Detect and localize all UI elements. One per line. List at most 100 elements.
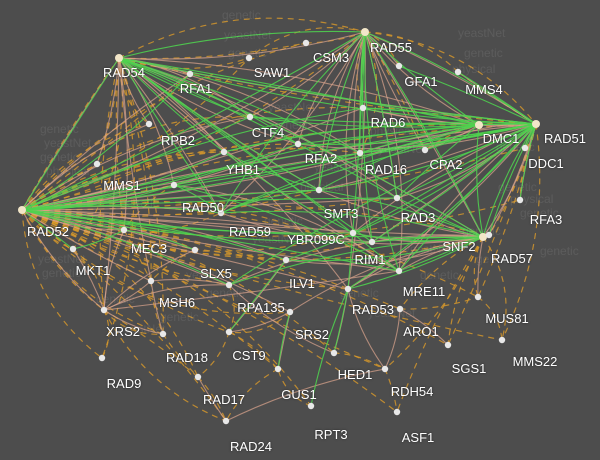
node-sgs1[interactable] — [444, 341, 452, 349]
node-msh6[interactable] — [147, 277, 155, 285]
node-label-rpb2[interactable]: RPB2 — [161, 133, 195, 148]
node-rad53[interactable] — [344, 285, 352, 293]
node-label-rim1[interactable]: RIM1 — [354, 252, 386, 267]
node-label-sgs1[interactable]: SGS1 — [451, 361, 487, 376]
node-label-mms4[interactable]: MMS4 — [465, 82, 503, 97]
node-label-rad18[interactable]: RAD18 — [166, 350, 208, 365]
node-snf2[interactable] — [479, 233, 487, 241]
node-label-rfa1[interactable]: RFA1 — [179, 81, 213, 96]
node-label-rad24[interactable]: RAD24 — [230, 439, 272, 454]
node-yhb1[interactable] — [220, 148, 228, 156]
node-slx5[interactable] — [191, 246, 199, 254]
node-label-msh6[interactable]: MSH6 — [158, 295, 196, 310]
node-rad9[interactable] — [98, 354, 106, 362]
node-label-mms22[interactable]: MMS22 — [512, 354, 558, 369]
node-ddc1[interactable] — [521, 144, 529, 152]
node-mms1[interactable] — [93, 160, 101, 168]
node-label-ctf4[interactable]: CTF4 — [251, 125, 285, 140]
node-smt3[interactable] — [315, 186, 323, 194]
node-label-smt3[interactable]: SMT3 — [323, 206, 359, 221]
node-label-cpa2[interactable]: CPA2 — [429, 157, 463, 172]
node-rpb2[interactable] — [145, 120, 153, 128]
node-label-saw1[interactable]: SAW1 — [253, 65, 291, 80]
node-label-slx5[interactable]: SLX5 — [200, 266, 232, 281]
node-label-rad55[interactable]: RAD55 — [370, 40, 412, 55]
node-label-rad16[interactable]: RAD16 — [365, 162, 407, 177]
node-label-rad6[interactable]: RAD6 — [370, 115, 406, 130]
node-mus81[interactable] — [474, 293, 482, 301]
node-aro1[interactable] — [396, 305, 404, 313]
node-mre11[interactable] — [395, 267, 403, 275]
node-rad17[interactable] — [194, 373, 202, 381]
node-ctf4[interactable] — [246, 113, 254, 121]
node-rdh54[interactable] — [381, 365, 389, 373]
node-rad50[interactable] — [170, 181, 178, 189]
node-dmc1[interactable] — [475, 121, 483, 129]
node-label-rad59[interactable]: RAD59 — [229, 224, 271, 239]
node-rad59[interactable] — [217, 209, 225, 217]
node-label-mus81[interactable]: MUS81 — [485, 311, 529, 326]
node-label-rad57[interactable]: RAD57 — [491, 251, 533, 266]
node-rad54[interactable] — [115, 54, 123, 62]
node-csm3[interactable] — [302, 39, 310, 47]
node-label-asf1[interactable]: ASF1 — [401, 430, 435, 445]
node-rpa135[interactable] — [225, 281, 233, 289]
node-label-rad3[interactable]: RAD3 — [400, 210, 436, 225]
node-label-mkt1[interactable]: MKT1 — [75, 263, 111, 278]
node-label-ilv1[interactable]: ILV1 — [289, 276, 315, 291]
node-label-gus1[interactable]: GUS1 — [281, 387, 317, 402]
node-label-xrs2[interactable]: XRS2 — [106, 324, 140, 339]
node-label-cst9[interactable]: CST9 — [232, 348, 266, 363]
node-mec3[interactable] — [120, 226, 128, 234]
node-rad24[interactable] — [222, 417, 230, 425]
node-label-mec3[interactable]: MEC3 — [130, 241, 168, 256]
node-rad18[interactable] — [159, 330, 167, 338]
node-rad57[interactable] — [485, 231, 493, 239]
node-label-rad53[interactable]: RAD53 — [352, 302, 394, 317]
node-mms22[interactable] — [498, 336, 506, 344]
node-srs2[interactable] — [286, 308, 294, 316]
node-rpt3[interactable] — [307, 402, 315, 410]
node-label-mms1[interactable]: MMS1 — [103, 178, 141, 193]
node-label-ybr099c[interactable]: YBR099C — [287, 232, 345, 247]
node-label-rad54[interactable]: RAD54 — [103, 65, 145, 80]
node-label-rad17[interactable]: RAD17 — [203, 392, 245, 407]
node-ilv1[interactable] — [282, 256, 290, 264]
node-gfa1[interactable] — [395, 62, 403, 70]
node-cst9[interactable] — [225, 328, 233, 336]
node-label-ddc1[interactable]: DDC1 — [528, 156, 564, 171]
node-label-rpt3[interactable]: RPT3 — [314, 427, 348, 442]
node-saw1[interactable] — [245, 54, 253, 62]
node-rad6[interactable] — [359, 104, 367, 112]
node-rad55[interactable] — [361, 28, 369, 36]
node-label-rad9[interactable]: RAD9 — [106, 376, 142, 391]
node-rim1[interactable] — [368, 238, 376, 246]
node-label-rad52[interactable]: RAD52 — [27, 224, 69, 239]
node-label-mre11[interactable]: MRE11 — [402, 284, 446, 299]
node-rad16[interactable] — [356, 149, 364, 157]
node-label-csm3[interactable]: CSM3 — [312, 50, 350, 65]
node-label-aro1[interactable]: ARO1 — [403, 324, 439, 339]
node-label-hed1[interactable]: HED1 — [337, 367, 373, 382]
node-hed1[interactable] — [330, 349, 338, 357]
node-label-snf2[interactable]: SNF2 — [442, 239, 476, 254]
node-mms4[interactable] — [454, 68, 462, 76]
node-asf1[interactable] — [393, 408, 401, 416]
node-rad52[interactable] — [18, 206, 26, 214]
node-label-dmc1[interactable]: DMC1 — [482, 131, 520, 146]
node-rfa1[interactable] — [186, 70, 194, 78]
node-mkt1[interactable] — [69, 245, 77, 253]
node-rfa3[interactable] — [516, 196, 524, 204]
node-label-yhb1[interactable]: YHB1 — [226, 162, 260, 177]
node-rfa2[interactable] — [294, 140, 302, 148]
node-label-rdh54[interactable]: RDH54 — [390, 384, 434, 399]
node-label-rpa135[interactable]: RPA135 — [237, 300, 285, 315]
node-xrs2[interactable] — [100, 306, 108, 314]
node-label-rfa3[interactable]: RFA3 — [529, 212, 563, 227]
node-label-srs2[interactable]: SRS2 — [295, 327, 329, 342]
node-ybr099c[interactable] — [349, 229, 357, 237]
node-gus1[interactable] — [274, 365, 282, 373]
node-label-rad51[interactable]: RAD51 — [544, 131, 586, 146]
node-label-rad50[interactable]: RAD50 — [182, 200, 224, 215]
